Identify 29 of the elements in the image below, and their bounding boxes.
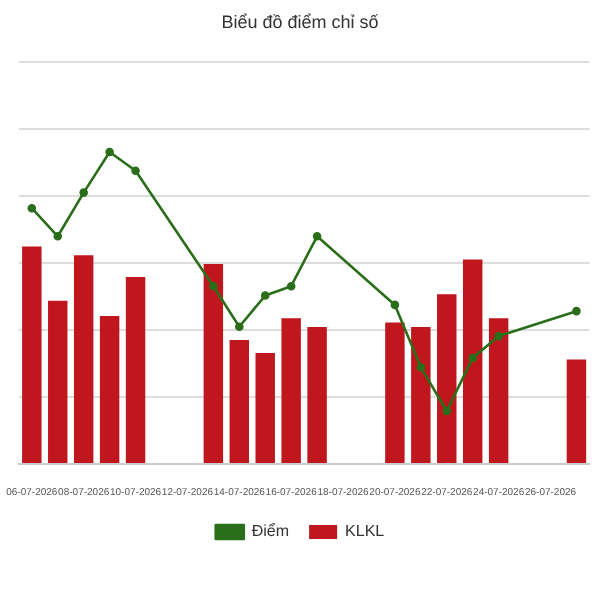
legend-label: Điểm [251,522,290,541]
bar [462,259,483,463]
bar [22,246,42,463]
legend-label: KLKL [345,522,386,541]
bar [73,255,94,463]
point [494,331,503,341]
point [286,281,296,291]
point [209,281,218,291]
bar [566,359,587,463]
bar [488,318,509,463]
bar [99,316,120,463]
point [572,306,581,316]
bar [411,326,431,463]
bar [203,263,224,463]
point [260,291,270,300]
point [234,322,244,332]
bar [229,340,250,463]
point [416,363,426,372]
bar [307,326,327,463]
point [390,300,400,310]
chart-title: Biểu đồ điểm chỉ số [221,11,379,32]
bar [48,300,68,463]
bar [125,276,146,463]
point [468,353,477,363]
point [442,406,452,416]
bar [255,353,275,463]
bar [281,318,301,463]
bar [385,322,405,463]
bar [437,294,457,463]
